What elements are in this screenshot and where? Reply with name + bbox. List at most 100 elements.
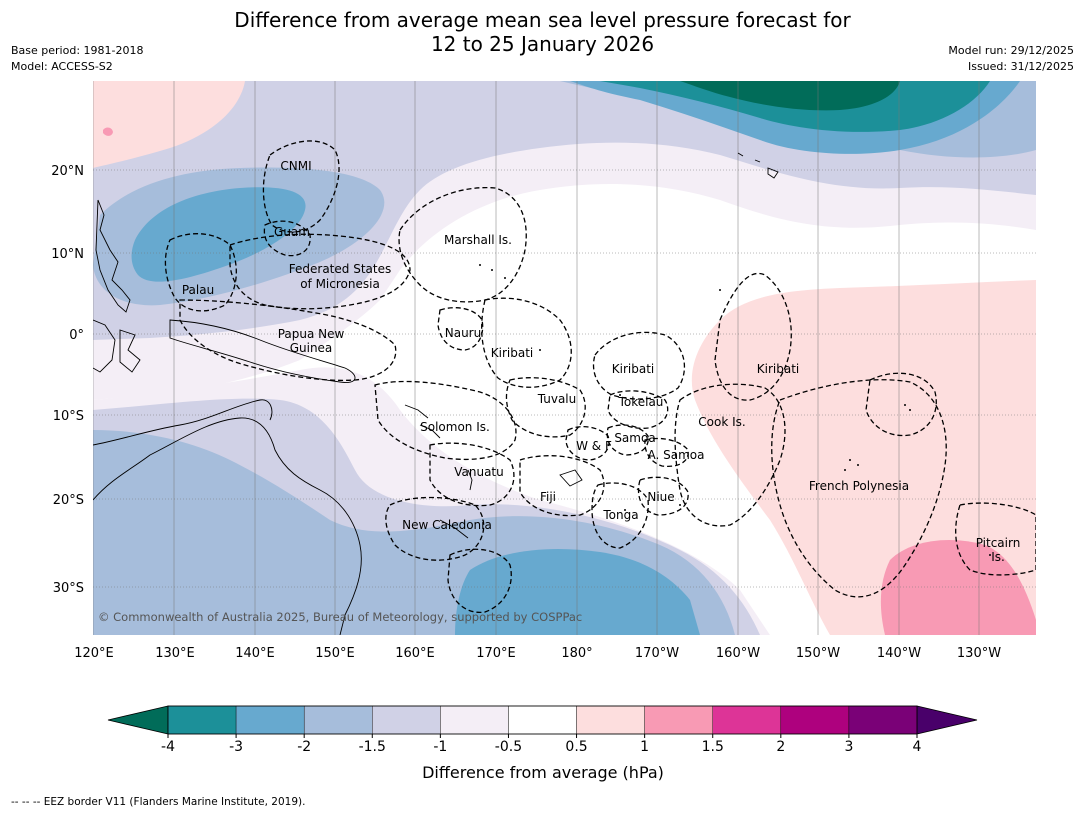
- lat-label: 0°: [69, 328, 84, 343]
- colorbar-swatch: [508, 705, 577, 735]
- lon-label: 130°E: [155, 646, 195, 661]
- colorbar-swatch: [780, 705, 850, 735]
- eez-fsm: [229, 233, 411, 310]
- label-guam: Guam: [274, 225, 310, 239]
- eez-borders: [164, 140, 1036, 613]
- lon-label: 170°E: [476, 646, 516, 661]
- colorbar-tick-label: -2: [297, 739, 311, 755]
- colorbar-tick-label: 0.5: [565, 739, 587, 755]
- colorbar-tick-label: -4: [161, 739, 175, 755]
- eez-footnote: -- -- -- EEZ border V11 (Flanders Marine…: [11, 796, 306, 808]
- model-run: Model run: 29/12/2025: [948, 44, 1074, 57]
- eez-pitcairn: [955, 502, 1036, 576]
- label-pitcairn-2: Is.: [991, 550, 1005, 564]
- lon-label: 140°W: [877, 646, 921, 661]
- colorbar-tick-label: 1.5: [702, 739, 724, 755]
- label-solomon: Solomon Is.: [420, 420, 490, 434]
- eez-marshall: [398, 186, 527, 303]
- eez-new-caledonia: [385, 496, 485, 561]
- eez-nauru: [437, 307, 484, 351]
- colorbar-tick-label: 2: [776, 739, 785, 755]
- vanuatu-coast: [467, 469, 473, 491]
- eez-marquesas: [865, 372, 937, 437]
- colorbar-swatch: [644, 705, 713, 735]
- eez-wf: [565, 425, 610, 461]
- eez-cnmi: [262, 140, 340, 233]
- colorbar-swatch: [303, 705, 373, 735]
- label-fsm-1: Federated States: [289, 262, 391, 276]
- colorbar-swatch: [576, 705, 645, 735]
- colorbar-title: Difference from average (hPa): [422, 763, 664, 782]
- colorbar-tick-label: 1: [640, 739, 649, 755]
- anomaly-core-north: [680, 81, 900, 111]
- colorbar-extend-high: [916, 705, 978, 735]
- model-name: Model: ACCESS-S2: [11, 60, 113, 73]
- anomaly-band-northwest-pink: [93, 81, 245, 168]
- australia-coast: [93, 417, 362, 635]
- eez-new-zealand-north: [447, 548, 512, 613]
- eez-png: [179, 299, 397, 381]
- eez-kiribati-central: [592, 331, 686, 400]
- lon-label: 130°W: [957, 646, 1001, 661]
- colorbar-swatch: [235, 705, 305, 735]
- borneo-coast: [93, 319, 116, 373]
- label-amsamoa: A. Samoa: [648, 448, 705, 462]
- colorbar-frame: [167, 705, 918, 735]
- eez-guam: [263, 220, 311, 257]
- colorbar-tick-label: -1.5: [359, 739, 386, 755]
- anomaly-band-southwest-blue: [455, 549, 700, 635]
- label-cnmi: CNMI: [280, 159, 311, 173]
- longitude-labels: 120°E 130°E 140°E 150°E 160°E 170°E 180°…: [74, 646, 1001, 661]
- title-line-1: Difference from average mean sea level p…: [234, 8, 851, 32]
- anomaly-band-northwest-rose: [103, 127, 113, 136]
- island-dots: [479, 264, 991, 556]
- colorbar-tick-label: 4: [913, 739, 922, 755]
- lat-label: 20°S: [53, 493, 84, 508]
- eez-kiribati-east: [714, 272, 792, 401]
- lon-label: 150°W: [796, 646, 840, 661]
- anomaly-band-west-blue: [131, 187, 306, 282]
- label-samoa: Samoa: [614, 431, 655, 445]
- lat-label: 10°N: [51, 247, 84, 262]
- graticule: [93, 81, 1036, 635]
- copyright-notice: © Commonwealth of Australia 2025, Bureau…: [98, 610, 582, 624]
- australia-north-coast: [93, 399, 273, 446]
- eez-kiribati-west: [481, 297, 572, 388]
- pressure-anomaly-field: CNMI Guam Palau Federated States of Micr…: [93, 81, 1036, 635]
- region-labels: CNMI Guam Palau Federated States of Micr…: [182, 159, 1020, 564]
- label-kiribati-east: Kiribati: [757, 362, 799, 376]
- philippines-coast: [95, 199, 131, 313]
- title-line-2: 12 to 25 January 2026: [430, 32, 655, 56]
- colorbar-swatch: [167, 705, 237, 735]
- sulawesi-coast: [119, 329, 141, 373]
- colorbar-swatch: [440, 705, 509, 735]
- lat-label: 10°S: [53, 409, 84, 424]
- label-palau: Palau: [182, 283, 214, 297]
- solomon-coast: [404, 404, 441, 439]
- lon-label: 160°E: [395, 646, 435, 661]
- eez-vanuatu: [429, 442, 515, 507]
- lon-label: 140°E: [235, 646, 275, 661]
- label-png-1: Papua New: [278, 327, 345, 341]
- lon-label: 180°: [561, 646, 592, 661]
- label-french-polynesia: French Polynesia: [809, 479, 909, 493]
- metadata-right: Model run: 29/12/2025 Issued: 31/12/2025: [948, 43, 1074, 75]
- label-png-2: Guinea: [290, 341, 333, 355]
- eez-tuvalu: [505, 377, 586, 438]
- label-tokelau: Tokelau: [618, 395, 664, 409]
- issued-date: Issued: 31/12/2025: [967, 60, 1074, 73]
- colorbar-swatch: [848, 705, 918, 735]
- lon-label: 120°E: [74, 646, 114, 661]
- lat-label: 30°S: [53, 581, 84, 596]
- latitude-labels: 20°N 10°N 0° 10°S 20°S 30°S: [51, 164, 84, 596]
- label-tonga: Tonga: [602, 508, 638, 522]
- colorbar-tick-label: -1: [433, 739, 447, 755]
- colorbar: -4 -3 -2 -1.5 -1 -0.5 0.5 1 1.5 2 3 4 Difference fr…: [107, 705, 978, 782]
- label-wf: W & F: [576, 439, 612, 453]
- label-pitcairn-1: Pitcairn: [976, 536, 1021, 550]
- eez-samoa: [606, 424, 649, 456]
- colorbar-extend-low: [107, 705, 169, 735]
- colorbar-tick-label: 3: [844, 739, 853, 755]
- colorbar-swatch: [712, 705, 782, 735]
- label-vanuatu: Vanuatu: [454, 465, 504, 479]
